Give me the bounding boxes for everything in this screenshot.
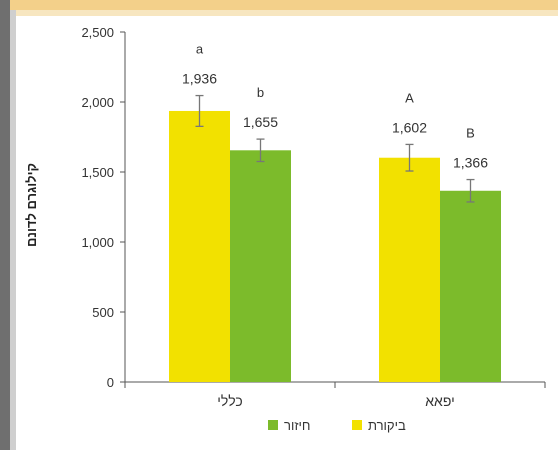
significance-letter: B: [466, 126, 475, 141]
value-label: 1,366: [453, 155, 488, 171]
y-tick-label: 2,500: [81, 25, 114, 40]
legend-label: חיזור: [284, 418, 310, 433]
y-tick-label: 1,000: [81, 235, 114, 250]
legend-label: ביקורת: [368, 418, 406, 433]
legend: חיזור ביקורת: [268, 418, 406, 433]
frame-left-border: [0, 0, 10, 450]
bars: [169, 94, 501, 383]
legend-swatch: [268, 420, 278, 430]
x-axis: [124, 381, 546, 388]
bar: [379, 157, 440, 382]
significance-letter: A: [405, 90, 414, 105]
y-axis-label: קילוגרם לדונם: [24, 163, 39, 247]
y-tick-label: 1,500: [81, 165, 114, 180]
bar: [230, 150, 291, 382]
frame-top-inner-border: [10, 10, 558, 16]
bar: [440, 190, 501, 382]
y-tick-label: 0: [107, 375, 114, 390]
value-label: 1,936: [182, 71, 217, 87]
value-label: 1,655: [243, 114, 278, 130]
legend-swatch: [352, 420, 362, 430]
category-label: כללי: [217, 393, 242, 409]
frame-left-inner-border: [10, 10, 16, 450]
y-tick-label: 2,000: [81, 95, 114, 110]
category-label: יפאא: [425, 393, 454, 409]
significance-letter: a: [196, 42, 204, 57]
value-label: 1,602: [392, 119, 427, 135]
frame-top-border: [0, 0, 558, 10]
bar: [169, 110, 230, 383]
significance-letter: b: [257, 85, 264, 100]
data-labels: 1,936 a 1,655 b כללי 1,602 A 1,366 B יפאא: [182, 42, 488, 409]
y-tick-label: 500: [92, 305, 114, 320]
y-axis: 0 500 1,000 1,500 2,000 2,500: [81, 25, 126, 390]
